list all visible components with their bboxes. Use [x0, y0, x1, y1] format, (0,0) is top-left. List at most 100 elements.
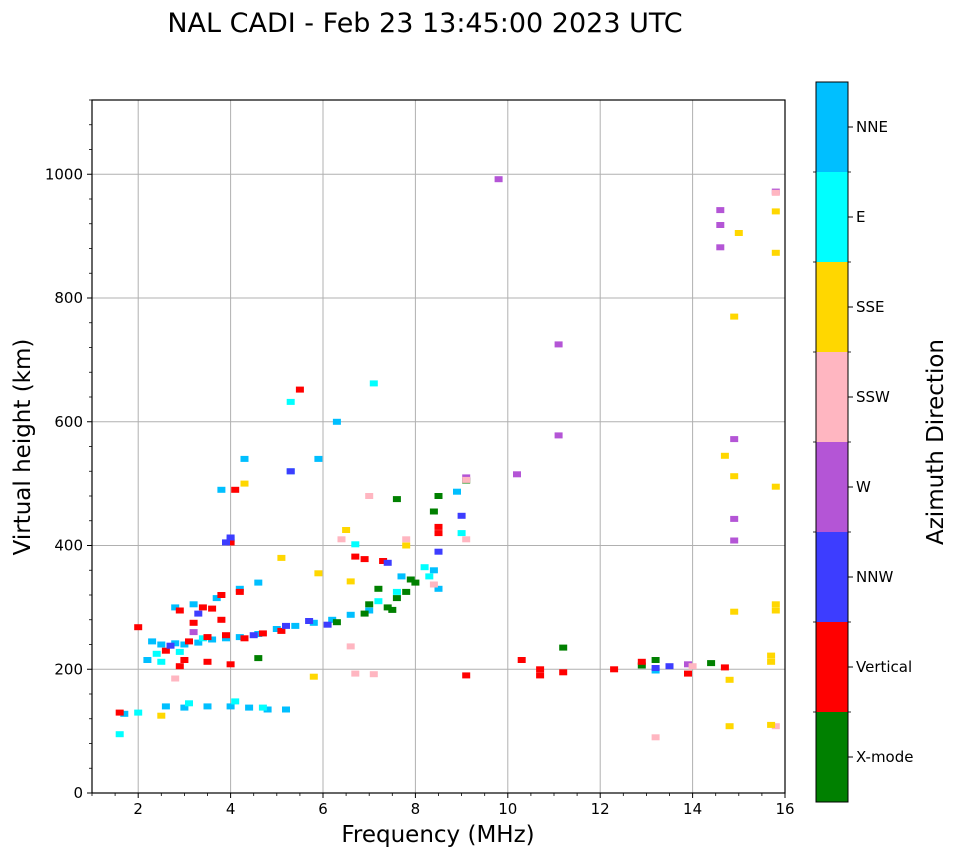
y-axis-ticks: 0 200 400 600 800 1000 — [45, 99, 92, 802]
data-point — [134, 709, 143, 716]
data-point — [240, 455, 249, 462]
data-point — [651, 657, 660, 663]
data-point — [272, 626, 281, 632]
data-point — [420, 564, 429, 571]
data-point — [189, 601, 198, 608]
data-point — [171, 640, 180, 647]
data-point — [212, 595, 221, 602]
data-points — [115, 176, 780, 741]
data-point — [194, 639, 203, 646]
data-point — [346, 578, 355, 585]
series-sse — [157, 208, 780, 730]
data-point — [254, 579, 263, 586]
data-point — [309, 619, 318, 626]
data-point — [175, 663, 184, 670]
data-point — [328, 616, 337, 623]
data-point — [152, 650, 161, 657]
colorbar-tick-label: X-mode — [856, 748, 913, 766]
data-point — [392, 588, 401, 595]
data-point — [166, 642, 175, 649]
colorbar: X-mode Vertical NNW W SSW SSE E NNE — [813, 81, 913, 803]
data-point — [771, 249, 780, 256]
colorbar-segment — [816, 262, 848, 352]
data-point — [189, 619, 198, 626]
data-point — [771, 723, 780, 730]
data-point — [406, 576, 415, 583]
data-point — [249, 632, 258, 639]
data-point — [559, 644, 568, 651]
data-point — [554, 432, 563, 439]
data-point — [203, 658, 212, 665]
data-point — [314, 455, 323, 462]
colorbar-segment — [816, 712, 848, 802]
data-point — [226, 703, 235, 710]
data-point — [171, 604, 180, 611]
data-point — [536, 672, 545, 679]
data-point — [730, 436, 739, 443]
data-point — [365, 493, 374, 499]
data-point — [134, 624, 143, 631]
colorbar-label: Azimuth Direction — [923, 339, 949, 545]
data-point — [771, 601, 780, 608]
data-point — [180, 657, 189, 663]
data-point — [258, 630, 267, 637]
data-point — [651, 665, 660, 671]
colorbar-tick-label: W — [856, 478, 871, 496]
data-point — [337, 536, 346, 543]
data-point — [175, 607, 184, 614]
y-tick-label: 0 — [73, 784, 83, 802]
data-point — [379, 558, 388, 564]
data-point — [180, 704, 189, 711]
data-point — [323, 621, 332, 628]
y-tick-label: 400 — [54, 537, 83, 555]
data-point — [767, 658, 776, 665]
data-point — [346, 611, 355, 618]
data-point — [730, 515, 739, 522]
data-point — [194, 610, 203, 617]
colorbar-tick-label: NNW — [856, 568, 893, 586]
data-point — [332, 619, 341, 626]
data-point — [157, 641, 166, 648]
data-point — [771, 189, 780, 196]
colorbar-tick-label: NNE — [856, 118, 888, 136]
data-point — [716, 244, 725, 251]
data-point — [226, 534, 235, 541]
data-point — [351, 541, 360, 548]
data-point — [462, 476, 471, 483]
y-axis-label: Virtual height (km) — [10, 339, 36, 556]
data-point — [198, 635, 207, 642]
data-point — [314, 570, 323, 577]
data-point — [240, 635, 249, 642]
y-tick-label: 600 — [54, 413, 83, 431]
data-point — [730, 537, 739, 544]
data-point — [346, 643, 355, 650]
colorbar-segment — [816, 82, 848, 172]
x-tick-label: 10 — [498, 800, 517, 818]
data-point — [771, 483, 780, 490]
data-point — [217, 486, 226, 493]
data-point — [282, 706, 290, 713]
data-point — [235, 634, 244, 641]
data-point — [231, 698, 240, 705]
data-point — [434, 523, 443, 530]
data-point — [374, 598, 383, 605]
data-point — [429, 567, 438, 574]
series-nnw — [166, 468, 674, 671]
data-point — [235, 588, 244, 595]
data-point — [434, 493, 443, 499]
data-point — [462, 536, 471, 543]
x-tick-label: 16 — [775, 800, 794, 818]
data-point — [392, 595, 401, 602]
y-tick-label: 1000 — [45, 165, 83, 183]
data-point — [536, 666, 545, 673]
data-point — [554, 341, 563, 348]
series-vertical — [115, 386, 729, 716]
data-point — [767, 721, 776, 728]
colorbar-segment — [816, 622, 848, 712]
data-point — [161, 703, 170, 710]
colorbar-segment — [816, 532, 848, 622]
x-tick-label: 12 — [591, 800, 610, 818]
data-point — [716, 207, 725, 214]
data-point — [351, 670, 360, 677]
